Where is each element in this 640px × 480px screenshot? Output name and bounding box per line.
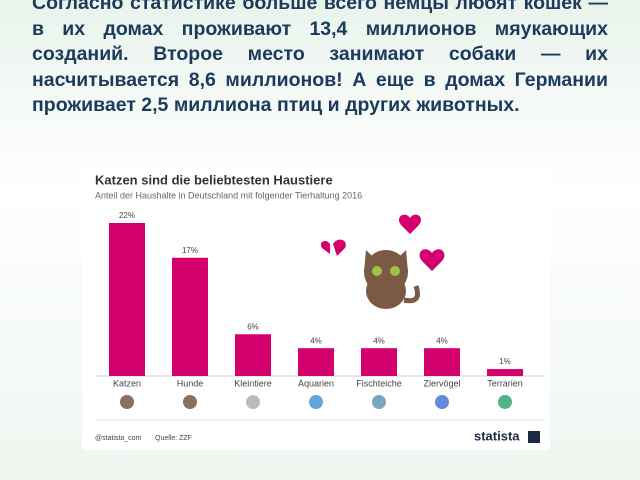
value-label: 17% <box>182 246 198 255</box>
x-tick-label: Kleintiere <box>234 378 272 388</box>
category-icon <box>183 395 197 409</box>
bar <box>109 223 145 376</box>
chart-title: Katzen sind die beliebtesten Haustiere <box>95 172 333 187</box>
x-tick-label: Katzen <box>113 378 141 388</box>
chart-subtitle: Anteil der Haushalte in Deutschland mit … <box>95 190 362 200</box>
value-label: 1% <box>499 357 511 366</box>
value-label: 4% <box>310 336 322 345</box>
x-tick-label: Terrarien <box>487 378 523 388</box>
slide-text: Согласно статистике больше всего немцы л… <box>32 0 608 116</box>
x-tick-label: Fischteiche <box>356 378 402 388</box>
bar <box>172 257 208 376</box>
category-icon <box>435 395 449 409</box>
bar <box>235 334 271 376</box>
x-tick-label: Hunde <box>177 378 204 388</box>
bar <box>298 348 334 376</box>
brand-logo <box>528 431 540 443</box>
x-tick-label: Aquarien <box>298 378 334 388</box>
brand: statista <box>474 428 520 443</box>
value-label: 4% <box>436 336 448 345</box>
value-label: 6% <box>247 322 259 331</box>
value-label: 22% <box>119 211 135 220</box>
category-icon <box>120 395 134 409</box>
category-icon <box>309 395 323 409</box>
x-tick-label: Ziervögel <box>423 378 460 388</box>
cat-illustration <box>320 214 445 309</box>
value-label: 4% <box>373 336 385 345</box>
bar <box>487 369 523 376</box>
handle: @statista_com <box>95 435 142 442</box>
source: Quelle: ZZF <box>155 435 192 442</box>
category-icon <box>372 395 386 409</box>
category-icon <box>246 395 260 409</box>
bar <box>424 348 460 376</box>
bar <box>361 348 397 376</box>
category-icon <box>498 395 512 409</box>
